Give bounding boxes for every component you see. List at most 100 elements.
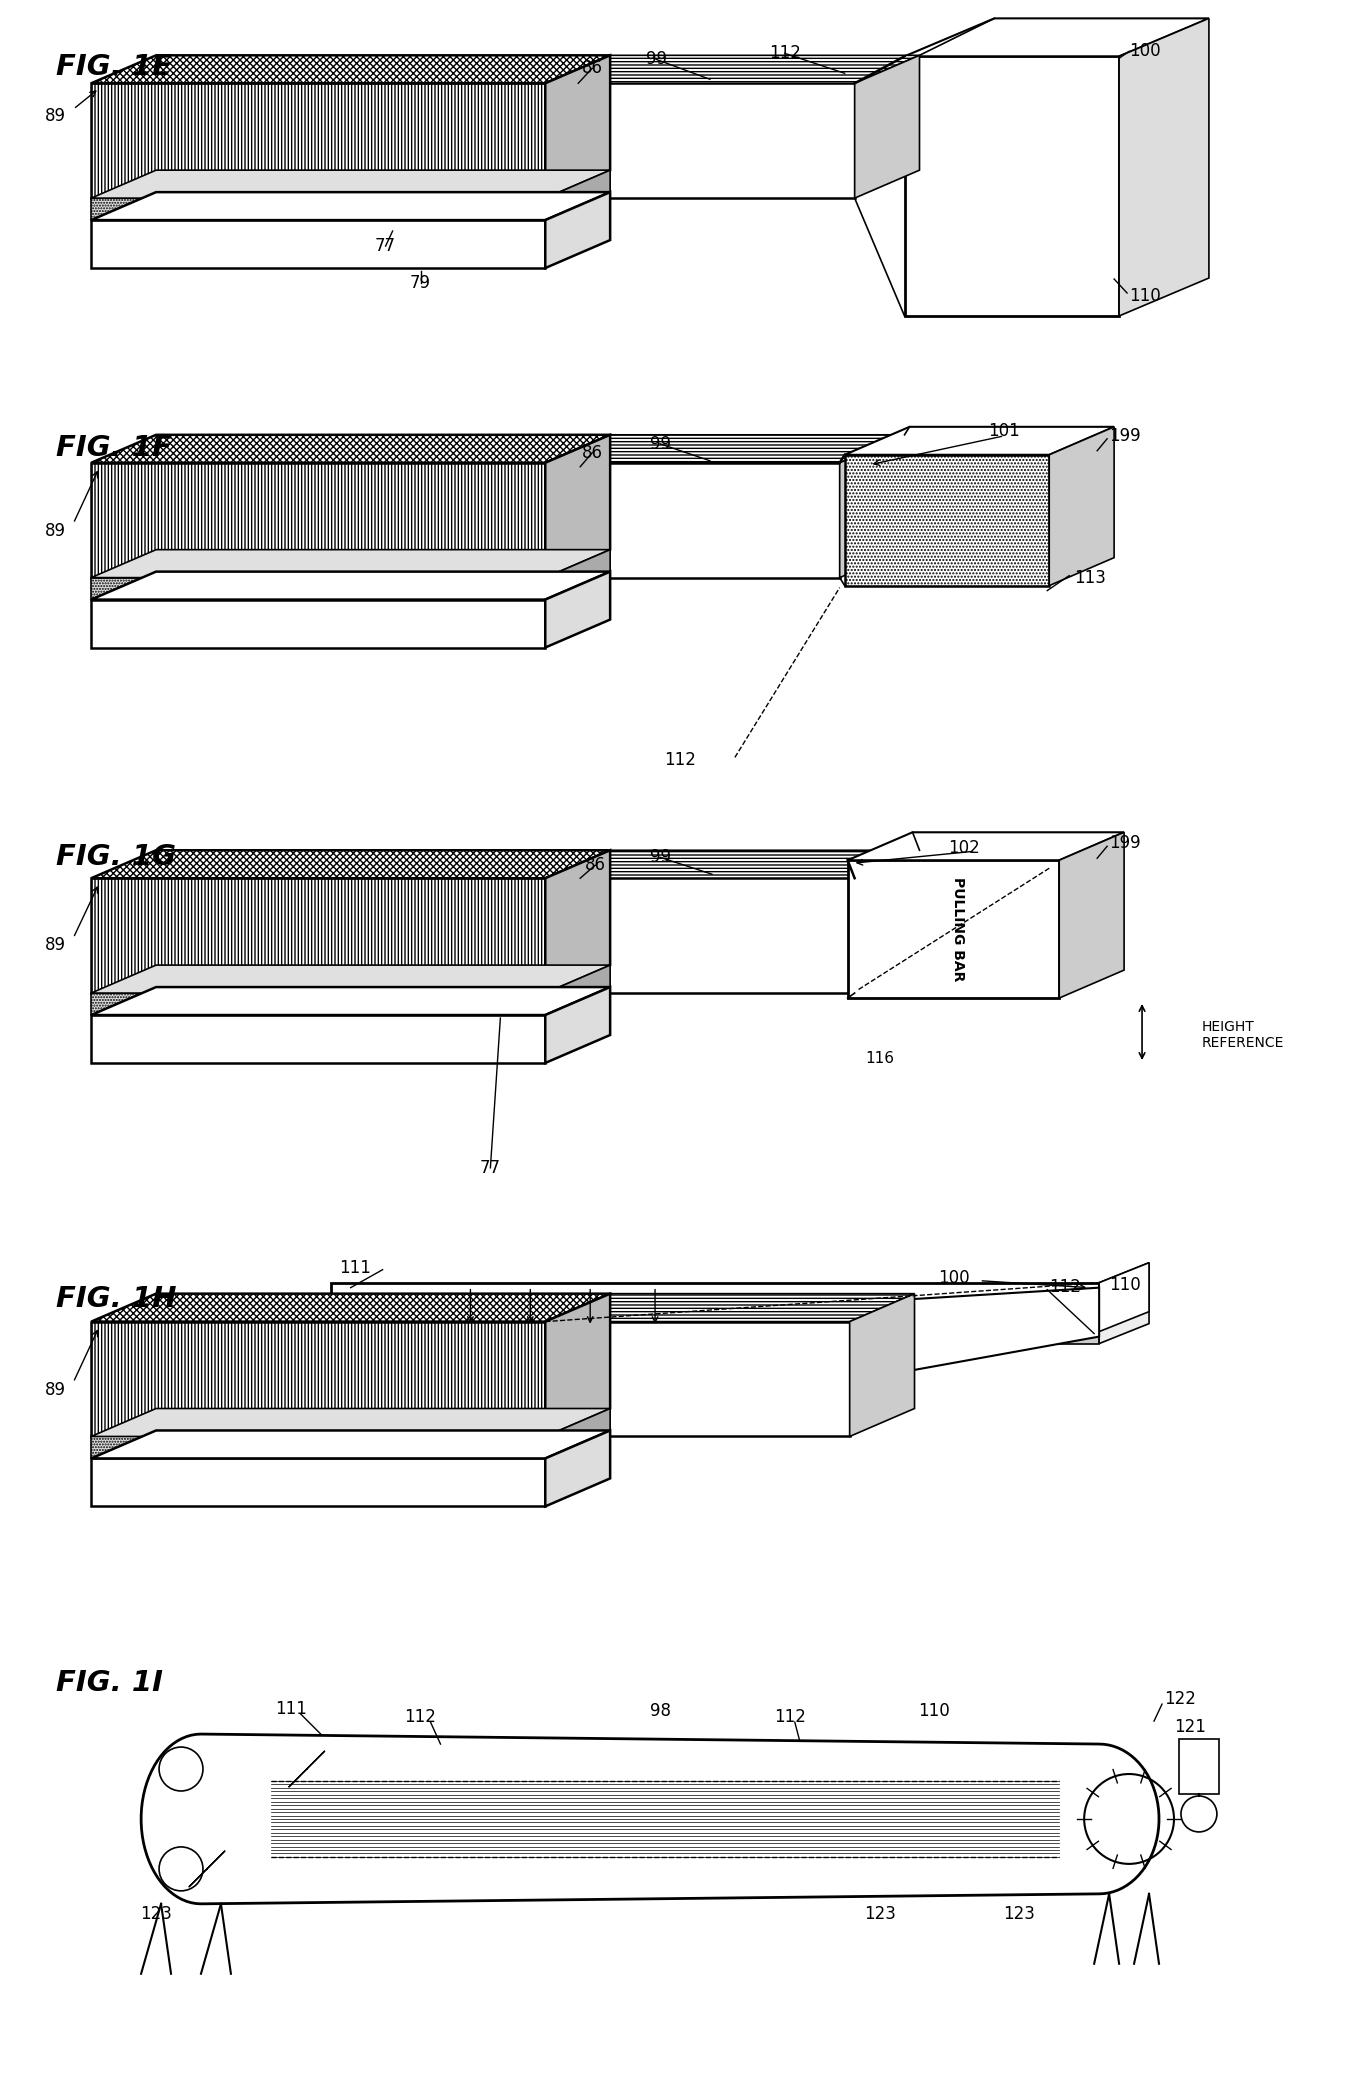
- Polygon shape: [545, 965, 610, 1015]
- Polygon shape: [1099, 1262, 1150, 1331]
- Polygon shape: [91, 197, 545, 220]
- Polygon shape: [91, 878, 545, 992]
- Polygon shape: [91, 1015, 545, 1063]
- Text: 113: 113: [1074, 569, 1106, 588]
- Polygon shape: [1099, 1262, 1150, 1343]
- Polygon shape: [845, 455, 1049, 585]
- Text: FIG. 1F: FIG. 1F: [56, 434, 173, 461]
- Polygon shape: [91, 986, 610, 1015]
- Text: FIG. 1I: FIG. 1I: [56, 1669, 163, 1698]
- Text: 122: 122: [1165, 1690, 1196, 1709]
- Polygon shape: [91, 550, 610, 577]
- Text: FIG. 1H: FIG. 1H: [56, 1285, 177, 1312]
- Polygon shape: [545, 56, 920, 83]
- Polygon shape: [330, 1331, 1099, 1343]
- Text: 112: 112: [1049, 1277, 1082, 1295]
- Text: 110: 110: [1129, 286, 1161, 305]
- Polygon shape: [91, 965, 610, 992]
- Text: 86: 86: [582, 444, 602, 461]
- Text: 112: 112: [773, 1709, 806, 1725]
- Polygon shape: [849, 1293, 915, 1437]
- Polygon shape: [545, 1408, 610, 1459]
- Polygon shape: [545, 550, 610, 600]
- Polygon shape: [91, 170, 610, 197]
- Text: 77: 77: [480, 1158, 501, 1177]
- Text: 100: 100: [1129, 42, 1161, 60]
- Polygon shape: [91, 1437, 545, 1459]
- Polygon shape: [91, 83, 545, 197]
- Polygon shape: [545, 1322, 849, 1437]
- Polygon shape: [545, 1293, 915, 1322]
- Text: 101: 101: [988, 421, 1021, 440]
- Text: 112: 112: [405, 1709, 436, 1725]
- Text: 199: 199: [1109, 428, 1140, 444]
- Text: FIG. 1E: FIG. 1E: [56, 54, 173, 81]
- Polygon shape: [91, 992, 545, 1015]
- Polygon shape: [545, 83, 855, 197]
- Polygon shape: [545, 1287, 1099, 1437]
- Text: FIG. 1G: FIG. 1G: [56, 843, 177, 872]
- Polygon shape: [545, 434, 610, 577]
- Polygon shape: [545, 56, 610, 197]
- Polygon shape: [91, 434, 610, 463]
- Text: 123: 123: [1003, 1906, 1036, 1922]
- Polygon shape: [545, 170, 610, 220]
- Polygon shape: [545, 571, 610, 648]
- Polygon shape: [545, 851, 610, 992]
- Text: 99: 99: [650, 849, 670, 866]
- Polygon shape: [905, 19, 1210, 56]
- Text: 99: 99: [650, 434, 670, 453]
- Polygon shape: [545, 1430, 610, 1507]
- Text: 111: 111: [338, 1258, 371, 1277]
- Polygon shape: [91, 600, 545, 648]
- Polygon shape: [91, 851, 610, 878]
- Polygon shape: [91, 1293, 610, 1322]
- Polygon shape: [545, 878, 855, 992]
- Text: 100: 100: [938, 1268, 969, 1287]
- Polygon shape: [845, 428, 1114, 455]
- Text: 110: 110: [1109, 1275, 1140, 1293]
- Text: 86: 86: [584, 855, 606, 874]
- Text: 79: 79: [410, 274, 431, 293]
- Polygon shape: [1118, 19, 1210, 316]
- Text: 89: 89: [45, 521, 67, 540]
- Polygon shape: [545, 986, 610, 1063]
- Polygon shape: [1059, 832, 1124, 999]
- Polygon shape: [855, 56, 920, 197]
- Text: 123: 123: [140, 1906, 173, 1922]
- Polygon shape: [1049, 428, 1114, 585]
- Polygon shape: [91, 577, 545, 600]
- Text: 99: 99: [646, 50, 666, 69]
- Polygon shape: [91, 1408, 610, 1437]
- Polygon shape: [545, 193, 610, 268]
- Text: 123: 123: [864, 1906, 896, 1922]
- Text: 112: 112: [665, 752, 696, 770]
- Text: 102: 102: [947, 839, 980, 857]
- Polygon shape: [91, 1322, 545, 1437]
- Polygon shape: [141, 1733, 1159, 1904]
- Polygon shape: [545, 851, 920, 878]
- Polygon shape: [330, 1283, 1099, 1331]
- Text: 86: 86: [582, 60, 602, 77]
- Text: 89: 89: [45, 1381, 67, 1399]
- Text: HEIGHT
REFERENCE: HEIGHT REFERENCE: [1201, 1019, 1284, 1050]
- Polygon shape: [91, 220, 545, 268]
- Polygon shape: [545, 434, 905, 463]
- Polygon shape: [855, 851, 920, 992]
- Polygon shape: [905, 56, 1118, 316]
- Polygon shape: [848, 859, 1059, 999]
- Polygon shape: [848, 832, 1124, 859]
- Text: 112: 112: [769, 44, 800, 62]
- Polygon shape: [545, 463, 840, 577]
- Text: 116: 116: [866, 1050, 894, 1065]
- Polygon shape: [1180, 1740, 1219, 1794]
- Text: 121: 121: [1174, 1719, 1205, 1736]
- Polygon shape: [91, 193, 610, 220]
- Polygon shape: [91, 1430, 610, 1459]
- Polygon shape: [91, 463, 545, 577]
- Text: 89: 89: [45, 936, 67, 955]
- Text: 110: 110: [919, 1702, 950, 1721]
- Polygon shape: [840, 434, 905, 577]
- Polygon shape: [91, 56, 610, 83]
- Text: 77: 77: [375, 237, 395, 255]
